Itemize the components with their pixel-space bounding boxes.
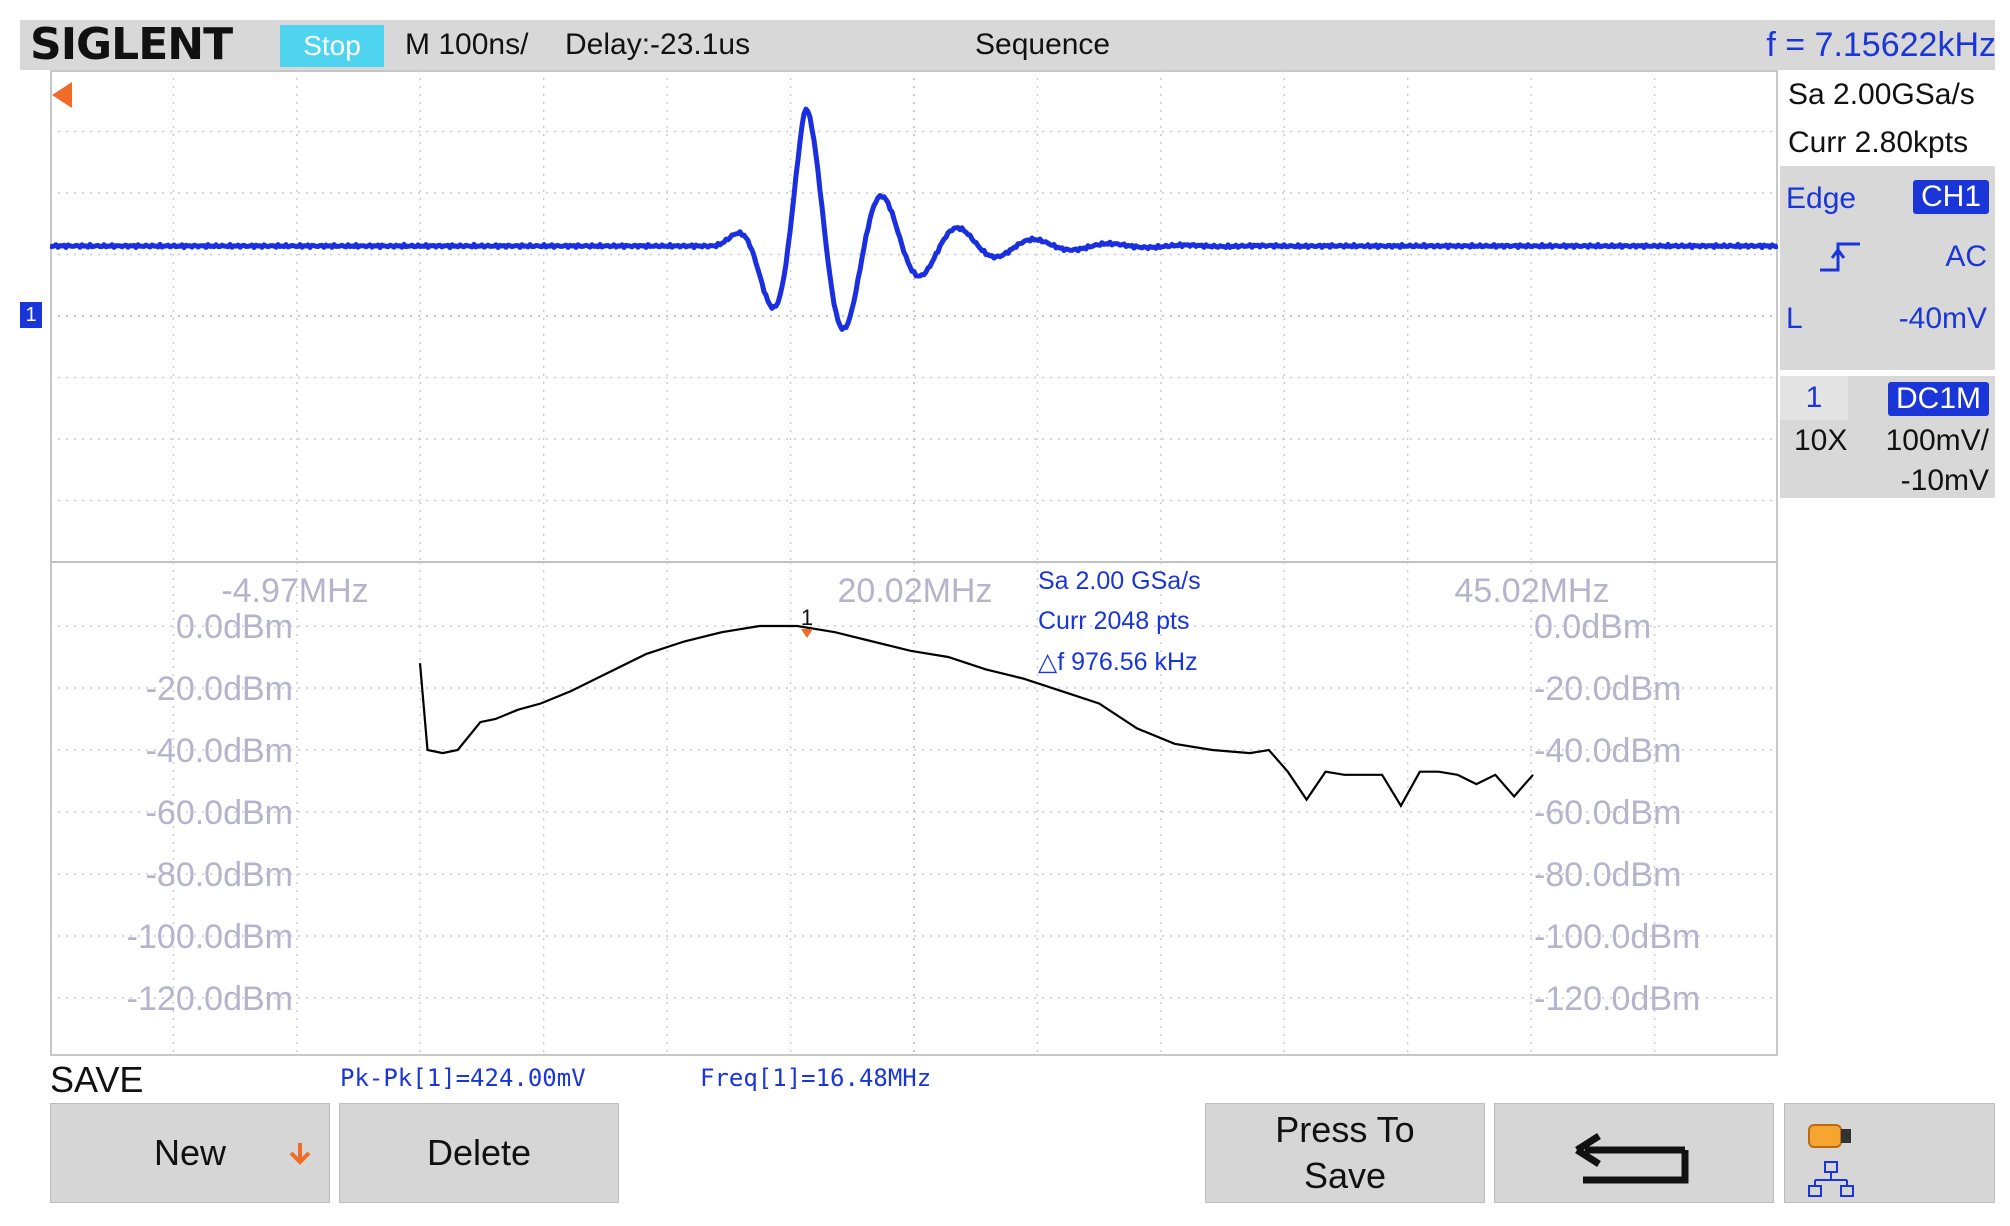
vertical-offset: -10mV: [1900, 464, 1989, 497]
trigger-position-marker: [52, 82, 72, 108]
fft-db-label: -120.0dBm: [127, 980, 293, 1018]
channel-coupling: DC1M: [1887, 382, 1989, 416]
trigger-level: -40mV: [1898, 302, 1987, 335]
channel-1-box[interactable]: 1 DC1M 10X 100mV/ -10mV: [1780, 376, 1995, 498]
ch1-waveform: [50, 106, 1778, 332]
network-icon: [1807, 1160, 1855, 1209]
trigger-box[interactable]: Edge CH1 AC L -40mV: [1780, 166, 1995, 370]
press-to-save-label-1: Press To: [1275, 1109, 1415, 1150]
fft-peak-marker: 1: [801, 605, 813, 638]
fft-db-label: -120.0dBm: [1534, 980, 1700, 1018]
channel-1-marker-label: 1: [20, 302, 42, 328]
fft-trace: [418, 624, 1534, 808]
press-to-save-button[interactable]: Press To Save: [1205, 1103, 1485, 1203]
fft-db-label: -20.0dBm: [146, 670, 293, 708]
fft-db-label: -40.0dBm: [1534, 732, 1681, 770]
fft-db-label: -60.0dBm: [1534, 794, 1681, 832]
arrow-down-icon: [287, 1134, 313, 1176]
fft-db-label: 0.0dBm: [1534, 608, 1651, 646]
time-domain-grid: [50, 70, 1778, 562]
fft-db-label: -80.0dBm: [1534, 856, 1681, 894]
timebase-label[interactable]: M 100ns/: [405, 28, 529, 61]
usb-storage-icon: [1807, 1118, 1855, 1160]
trigger-level-label: L: [1786, 302, 1803, 335]
brand-logo: SIGLENT: [30, 19, 233, 70]
delete-button-label: Delete: [426, 1132, 532, 1173]
trigger-mode-label: Sequence: [975, 28, 1111, 61]
menu-title: SAVE: [50, 1059, 144, 1100]
fft-info: Sa 2.00 GSa/s Curr 2048 pts △f 976.56 kH…: [1038, 567, 1201, 676]
return-icon: [1575, 1130, 1695, 1195]
new-button-label: New: [153, 1132, 227, 1173]
rising-edge-icon: [1818, 238, 1862, 282]
measurement-pk-pk: Pk-Pk[1]=424.00mV: [340, 1064, 586, 1092]
trigger-type: Edge: [1786, 182, 1857, 215]
fft-curr-points: Curr 2048 pts: [1038, 607, 1189, 635]
delay-label[interactable]: Delay:-23.1us: [565, 28, 751, 61]
right-info-panel: Sa 2.00GSa/s Curr 2.80kpts Edge CH1 AC L…: [1780, 70, 1995, 1000]
memory-depth: Curr 2.80kpts: [1788, 126, 1969, 159]
fft-freq-label: -4.97MHz: [221, 572, 368, 610]
peak-marker-label: 1: [801, 605, 813, 630]
delete-button[interactable]: Delete: [339, 1103, 619, 1203]
fft-db-label: -80.0dBm: [146, 856, 293, 894]
fft-grid: [50, 562, 1778, 1056]
return-button[interactable]: [1494, 1103, 1774, 1203]
probe-attenuation: 10X: [1794, 424, 1848, 457]
fft-delta-f: △f 976.56 kHz: [1038, 648, 1198, 676]
trigger-source: CH1: [1912, 180, 1989, 214]
frequency-counter: f = 7.15622kHz: [1766, 26, 1996, 64]
fft-sample-rate: Sa 2.00 GSa/s: [1038, 567, 1201, 595]
vertical-scale: 100mV/: [1885, 424, 1989, 457]
fft-db-label: -60.0dBm: [146, 794, 293, 832]
fft-db-label: 0.0dBm: [176, 608, 293, 646]
fft-db-label: -100.0dBm: [1534, 918, 1700, 956]
channel-number: 1: [1780, 376, 1848, 420]
status-icons-area: [1784, 1103, 1995, 1203]
fft-db-label: -40.0dBm: [146, 732, 293, 770]
measurement-freq: Freq[1]=16.48MHz: [700, 1064, 932, 1092]
fft-freq-label: 45.02MHz: [1455, 572, 1610, 610]
sample-rate: Sa 2.00GSa/s: [1788, 78, 1975, 111]
trigger-coupling: AC: [1945, 240, 1987, 273]
fft-db-label: -20.0dBm: [1534, 670, 1681, 708]
run-stop-indicator[interactable]: Stop: [280, 25, 384, 67]
new-button[interactable]: New: [50, 1103, 330, 1203]
press-to-save-label-2: Save: [1303, 1155, 1387, 1196]
fft-freq-label: 20.02MHz: [838, 572, 993, 610]
fft-db-label: -100.0dBm: [127, 918, 293, 956]
